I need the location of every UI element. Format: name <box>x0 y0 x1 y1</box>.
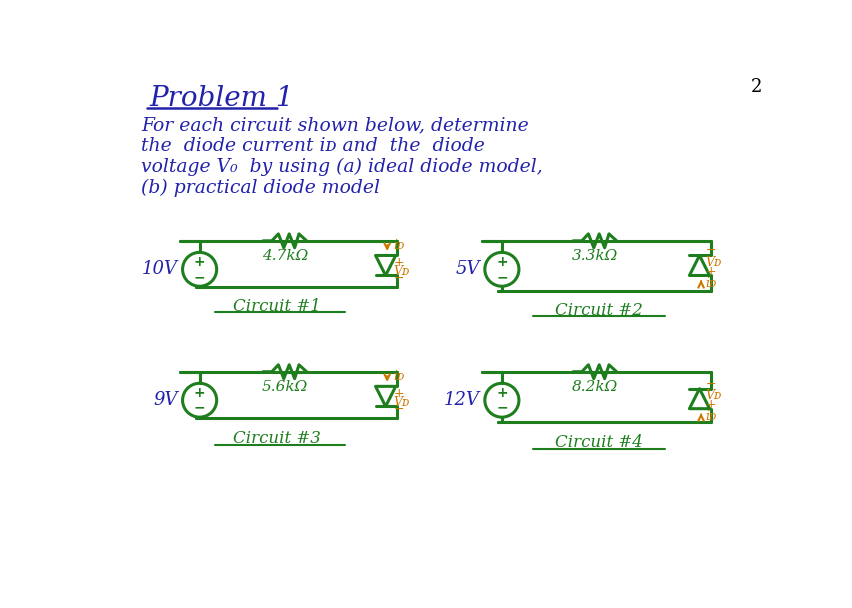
Text: For each circuit shown below, determine: For each circuit shown below, determine <box>141 116 528 134</box>
Text: Vᴅ: Vᴅ <box>705 256 722 269</box>
Text: +: + <box>193 385 205 399</box>
Text: +: + <box>496 385 507 399</box>
Text: 2: 2 <box>750 78 761 96</box>
Text: Vᴅ: Vᴅ <box>705 389 722 402</box>
Text: Circuit #2: Circuit #2 <box>554 302 642 319</box>
Text: iᴅ: iᴅ <box>393 239 405 252</box>
Text: 10V: 10V <box>141 260 178 278</box>
Text: 5V: 5V <box>455 260 480 278</box>
Text: +: + <box>496 255 507 269</box>
Text: iᴅ: iᴅ <box>393 370 405 383</box>
Text: 4.7kΩ: 4.7kΩ <box>262 249 308 263</box>
Text: Vᴅ: Vᴅ <box>393 396 409 409</box>
Text: +: + <box>393 387 404 400</box>
Text: Circuit #3: Circuit #3 <box>233 430 320 447</box>
Text: 5.6kΩ: 5.6kΩ <box>262 380 308 394</box>
Text: iᴅ: iᴅ <box>705 277 717 289</box>
Text: Circuit #4: Circuit #4 <box>554 434 642 451</box>
Text: (b) practical diode model: (b) practical diode model <box>141 179 380 197</box>
Text: −: − <box>705 378 716 390</box>
Text: Vᴅ: Vᴅ <box>393 265 409 278</box>
Text: −: − <box>705 244 716 257</box>
Text: −: − <box>393 272 403 285</box>
Text: 8.2kΩ: 8.2kΩ <box>571 380 618 394</box>
Text: 12V: 12V <box>444 391 480 409</box>
Text: Problem 1: Problem 1 <box>149 85 293 112</box>
Text: 9V: 9V <box>153 391 178 409</box>
Text: 3.3kΩ: 3.3kΩ <box>571 249 618 263</box>
Text: Circuit #1: Circuit #1 <box>233 298 320 315</box>
Text: −: − <box>193 270 205 284</box>
Text: +: + <box>393 256 404 269</box>
Text: −: − <box>393 403 403 416</box>
Text: +: + <box>193 255 205 269</box>
Text: −: − <box>193 401 205 415</box>
Text: iᴅ: iᴅ <box>705 410 717 423</box>
Text: −: − <box>496 401 507 415</box>
Text: voltage V₀  by using (a) ideal diode model,: voltage V₀ by using (a) ideal diode mode… <box>141 157 543 176</box>
Text: +: + <box>705 398 716 412</box>
Text: +: + <box>705 265 716 278</box>
Text: −: − <box>496 270 507 284</box>
Text: the  diode current iᴅ and  the  diode: the diode current iᴅ and the diode <box>141 137 485 155</box>
